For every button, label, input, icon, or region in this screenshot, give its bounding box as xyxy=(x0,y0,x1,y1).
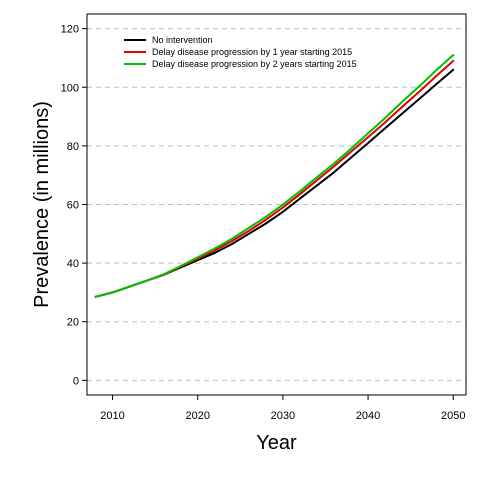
gridlines xyxy=(87,28,466,381)
x-tick-label: 2010 xyxy=(100,410,124,422)
x-tick-label: 2030 xyxy=(271,410,295,422)
x-tick-label: 2050 xyxy=(441,410,465,422)
x-tick-label: 2020 xyxy=(185,410,209,422)
y-tick-label: 120 xyxy=(61,24,79,36)
x-tick-label: 2040 xyxy=(356,410,380,422)
x-axis-title: Year xyxy=(256,432,297,454)
y-tick-label: 40 xyxy=(67,258,79,270)
series-line-delay-disease-progression-by-2-years-starting-2015 xyxy=(94,54,455,298)
x-axis: 2010 2020 2030 2040 2050 xyxy=(100,395,465,422)
legend-label-delay-disease-progression-by-1-year-starting-2015: Delay disease progression by 1 year star… xyxy=(152,47,352,57)
y-axis: 0 20 40 60 80 100 120 xyxy=(61,24,87,387)
y-tick-label: 0 xyxy=(73,375,79,387)
y-tick-label: 100 xyxy=(61,82,79,94)
legend-label-delay-disease-progression-by-2-years-starting-2015: Delay disease progression by 2 years sta… xyxy=(152,59,357,69)
legend: No intervention Delay disease progression… xyxy=(124,35,357,69)
series-lines xyxy=(94,54,455,298)
y-tick-label: 80 xyxy=(67,141,79,153)
legend-label-no-intervention: No intervention xyxy=(152,35,213,45)
y-tick-label: 20 xyxy=(67,317,79,329)
y-axis-title: Prevalence (in millions) xyxy=(31,101,53,308)
y-tick-label: 60 xyxy=(67,200,79,212)
